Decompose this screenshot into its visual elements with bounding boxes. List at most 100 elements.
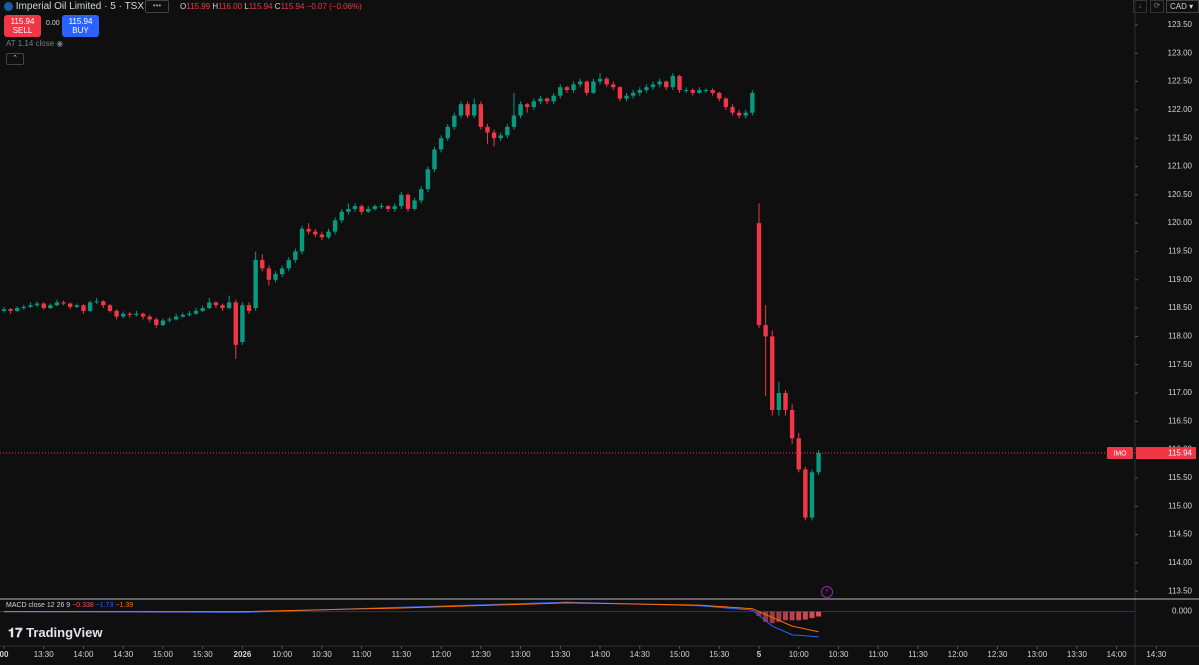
candle-body — [544, 98, 550, 102]
candle-body — [233, 302, 238, 345]
separator: · — [118, 1, 122, 12]
l-label: L — [244, 2, 249, 11]
candle-body — [279, 268, 285, 275]
candle-body — [816, 453, 821, 473]
logo[interactable]: 𝟏𝟕 TradingView — [8, 625, 102, 641]
x-tick-label: 15:00 — [670, 650, 691, 659]
macd-legend: MACD close 12 26 9 −0.338 −1.73 −1.39 — [6, 602, 133, 609]
candle-body — [81, 305, 86, 311]
candle-body — [637, 90, 642, 93]
x-tick-label: 10:30 — [312, 650, 333, 659]
candle-body — [372, 206, 378, 209]
candle-body — [379, 206, 384, 208]
x-tick-label: 11:00 — [868, 650, 888, 659]
macd-histogram-bar — [802, 611, 808, 620]
y-tick-label: 113.50 — [1168, 586, 1192, 595]
candle-body — [332, 220, 338, 232]
y-tick-label: 115.00 — [1168, 501, 1192, 510]
currency-select[interactable]: CAD ▾ — [1166, 0, 1199, 13]
candle-body — [617, 87, 623, 99]
candle-body — [511, 115, 517, 127]
macd-signal-line — [3, 602, 819, 633]
candle-body — [697, 90, 702, 93]
event-marker[interactable]: ⚡ — [821, 586, 833, 598]
o-label: O — [180, 2, 187, 11]
y-tick-label: 119.00 — [1168, 275, 1192, 284]
macd-histogram-bar — [776, 611, 782, 622]
candle-body — [1, 309, 7, 311]
candle-body — [478, 104, 484, 127]
h-value: 116.00 — [218, 2, 242, 11]
buy-label: BUY — [72, 26, 89, 35]
candle-body — [491, 132, 497, 139]
x-tick-label: 14:00 — [590, 650, 611, 659]
candle-body — [154, 319, 159, 326]
eye-icon: ◉ — [56, 39, 64, 48]
candle-body — [756, 223, 762, 326]
x-tick-label: 15:30 — [193, 650, 214, 659]
macd-histogram-bar — [809, 611, 815, 619]
candle-body — [571, 84, 576, 91]
candle-body — [564, 87, 570, 91]
candle-body — [213, 302, 219, 306]
candle-body — [114, 310, 119, 317]
y-tick-label: 116.50 — [1168, 416, 1192, 425]
indicator-legend[interactable]: AT 1.14 close ◉ — [6, 39, 63, 48]
down-button[interactable]: ↓ — [1133, 0, 1147, 13]
candle-body — [147, 316, 152, 320]
reset-button[interactable]: ⟳ — [1150, 0, 1164, 13]
macd-y-tick-label: 0.000 — [1172, 607, 1193, 616]
candle-body — [180, 314, 185, 317]
x-tick-label: 15:00 — [153, 650, 174, 659]
more-button[interactable]: ••• — [145, 0, 169, 13]
macd-histogram-bar — [756, 611, 762, 616]
y-tick-label: 114.50 — [1168, 530, 1192, 539]
x-tick-label: 13:00 — [1027, 650, 1048, 659]
symbol-icon — [4, 1, 13, 11]
candle-body — [286, 259, 291, 269]
candle-body — [140, 313, 146, 317]
candle-body — [809, 472, 815, 518]
candle-body — [776, 393, 782, 410]
buy-button[interactable]: 115.94 BUY — [62, 15, 99, 37]
symbol-tag-label: IMO — [1113, 450, 1127, 457]
x-tick-label: 2026 — [234, 650, 252, 659]
x-tick-label: 11:30 — [908, 650, 928, 659]
symbol-bar[interactable]: Imperial Oil Limited · 5 · TSX — [4, 1, 144, 12]
candle-body — [346, 208, 351, 212]
candle-body — [68, 303, 73, 307]
candle-body — [425, 169, 431, 190]
candle-body — [624, 95, 629, 99]
y-tick-label: 119.50 — [1168, 247, 1192, 256]
indicator-name: AT 1.14 close — [6, 39, 55, 48]
candle-body — [34, 303, 40, 306]
symbol-tag — [1107, 447, 1133, 460]
candle-body — [498, 135, 503, 139]
candle-body — [604, 78, 609, 85]
candle-body — [438, 138, 444, 150]
candle-body — [313, 231, 318, 235]
candle-body — [412, 200, 417, 209]
x-tick-label: 13:00 — [511, 650, 532, 659]
ohlc-readout: O115.99 H116.00 L115.94 C115.94 −0.07 (−… — [180, 2, 362, 11]
y-tick-label: 121.50 — [1168, 133, 1193, 142]
candle-body — [399, 194, 404, 207]
collapse-button[interactable]: ⌃ — [6, 53, 24, 65]
candle-body — [21, 306, 27, 309]
candle-body — [319, 234, 325, 238]
sell-button[interactable]: 115.94 SELL — [4, 15, 41, 37]
candle-body — [664, 81, 669, 88]
y-tick-label: 118.50 — [1168, 303, 1192, 312]
candle-body — [385, 206, 391, 209]
candle-body — [160, 320, 166, 326]
candle-body — [763, 325, 768, 337]
candle-body — [359, 206, 364, 212]
candle-body — [683, 90, 689, 92]
x-tick-label: 10:00 — [789, 650, 810, 659]
x-tick-label: 15:30 — [709, 650, 730, 659]
candle-body — [690, 90, 695, 93]
y-tick-label: 120.00 — [1168, 218, 1193, 227]
candle-body — [789, 409, 795, 439]
candle-body — [187, 313, 192, 315]
